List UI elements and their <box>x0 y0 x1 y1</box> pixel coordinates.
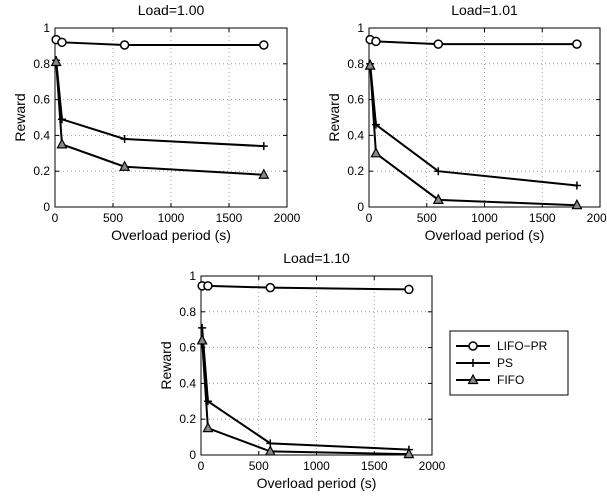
series-line-lifo-pr <box>202 284 409 291</box>
data-point-lifo-pr <box>57 37 67 48</box>
y-tick-label: 1 <box>189 269 196 283</box>
series-line-lifo-pr <box>369 38 577 46</box>
y-tick-label: 1 <box>43 21 50 35</box>
series-line-ps <box>369 63 578 187</box>
data-point-lifo-pr <box>259 40 269 50</box>
chart-title: Load=1.10 <box>283 250 350 266</box>
x-tick-label: 2000 <box>274 211 301 225</box>
x-tick-label: 1000 <box>158 211 185 225</box>
data-point-fifo <box>571 198 583 210</box>
data-point-lifo-pr <box>572 39 582 49</box>
data-point-fifo <box>56 138 68 149</box>
data-point-lifo-pr <box>433 39 444 49</box>
series-line-fifo <box>55 61 264 176</box>
series-line-ps <box>201 327 409 451</box>
data-point-ps <box>434 167 443 176</box>
x-tick-label: 1000 <box>471 211 498 225</box>
legend-marker-triangle <box>467 373 479 385</box>
chart-title: Load=1.00 <box>138 2 205 18</box>
data-point-fifo <box>403 447 415 459</box>
x-tick-label: 500 <box>249 459 269 473</box>
y-tick-label: 0.2 <box>179 412 196 426</box>
series-line-fifo <box>369 65 577 207</box>
x-tick-label: 2000 <box>419 459 446 473</box>
x-tick-label: 0 <box>366 211 373 225</box>
data-point-fifo <box>264 445 276 456</box>
x-tick-label: 500 <box>103 211 123 225</box>
data-point-lifo-pr <box>404 284 414 295</box>
y-axis-label: Reward <box>12 93 28 141</box>
data-point-ps <box>572 181 581 190</box>
data-point-ps <box>120 134 129 143</box>
legend-marker-plus <box>469 359 477 367</box>
chart-load-1-00: 0 500 1000 1500 2000 0 0.2 0.4 0.6 0.8 1 Load=1.00 O… <box>12 2 301 243</box>
y-tick-label: 0.2 <box>33 164 50 178</box>
y-tick-label: 0 <box>357 200 364 214</box>
data-point-fifo <box>202 421 214 433</box>
legend-label: FIFO <box>497 373 524 387</box>
y-tick-label: 0.6 <box>179 341 196 355</box>
series-line-ps <box>55 60 264 148</box>
series-line-fifo <box>201 340 409 456</box>
y-tick-label: 0 <box>43 200 50 214</box>
y-tick-label: 0.6 <box>33 93 50 107</box>
x-axis-label: Overload period (s) <box>257 475 377 491</box>
legend-label: PS <box>497 356 513 370</box>
x-tick-label: 0 <box>52 211 59 225</box>
y-tick-label: 0.8 <box>347 57 364 71</box>
x-axis-label: Overload period (s) <box>111 227 231 243</box>
data-point-lifo-pr <box>371 36 381 47</box>
chart-load-1-10: 0 500 1000 1500 2000 0 0.2 0.4 0.6 0.8 1 Load=1.10 O… <box>158 250 446 491</box>
data-point-fifo <box>364 59 376 70</box>
data-point-ps <box>198 323 207 332</box>
y-tick-label: 0.2 <box>347 164 364 178</box>
y-tick-label: 0.6 <box>347 93 364 107</box>
legend: LIFO−PR PS FIFO <box>449 330 569 396</box>
chart-load-1-01: 0 500 1000 1500 2000 0 0.2 0.4 0.6 0.8 1 Load=1.01 O… <box>326 2 607 243</box>
x-tick-label: 1500 <box>361 459 388 473</box>
data-point-lifo-pr <box>203 281 213 291</box>
data-point-fifo <box>119 160 131 171</box>
x-tick-label: 1500 <box>216 211 243 225</box>
legend-label: LIFO−PR <box>497 339 548 353</box>
x-tick-label: 0 <box>198 459 205 473</box>
y-tick-label: 0.4 <box>347 128 364 142</box>
x-tick-label: 1000 <box>303 459 330 473</box>
y-axis-label: Reward <box>158 341 174 389</box>
legend-marker-circle <box>468 341 478 351</box>
x-tick-label: 1500 <box>529 211 556 225</box>
chart-title: Load=1.01 <box>451 2 518 18</box>
y-tick-label: 0.8 <box>33 57 50 71</box>
data-point-fifo <box>50 55 62 67</box>
data-point-lifo-pr <box>119 40 130 50</box>
x-tick-label: 500 <box>417 211 437 225</box>
y-tick-label: 0.4 <box>33 128 50 142</box>
y-tick-label: 1 <box>357 21 364 35</box>
data-point-fifo <box>432 193 444 204</box>
data-point-fifo <box>370 147 382 158</box>
y-tick-label: 0 <box>189 448 196 462</box>
data-point-fifo <box>196 334 208 345</box>
y-tick-label: 0.4 <box>179 376 196 390</box>
y-tick-label: 0.8 <box>179 305 196 319</box>
data-point-lifo-pr <box>265 282 276 293</box>
x-tick-label: 2000 <box>587 211 607 225</box>
series-line-lifo-pr <box>55 38 264 47</box>
x-axis-label: Overload period (s) <box>425 227 545 243</box>
y-axis-label: Reward <box>326 93 342 141</box>
data-point-ps <box>259 142 268 151</box>
data-point-fifo <box>258 168 270 179</box>
